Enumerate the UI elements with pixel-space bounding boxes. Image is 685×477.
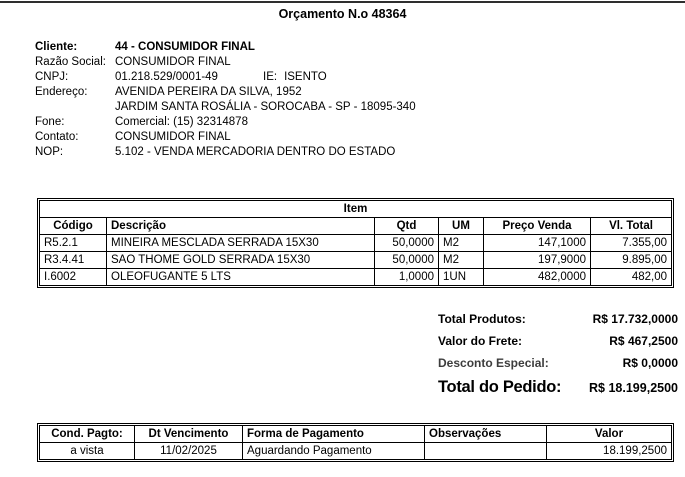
item-preco-venda: 147,1000: [483, 234, 591, 252]
info-row-cliente: Cliente: 44 - CONSUMIDOR FINAL: [35, 40, 416, 55]
items-table: Item Código Descrição Qtd UM Preço Venda…: [37, 198, 674, 288]
col-header-codigo: Código: [39, 217, 107, 235]
totals-section: Total Produtos: R$ 17.732,0000 Valor do …: [438, 312, 678, 405]
ie-label: IE:: [263, 71, 278, 83]
payment-valor: 18.199,2500: [546, 442, 672, 460]
endereco-value-line1: AVENIDA PEREIRA DA SILVA, 1952: [115, 86, 302, 98]
valor-frete-row: Valor do Frete: R$ 467,2500: [438, 334, 678, 348]
total-pedido-value: R$ 18.199,2500: [589, 381, 678, 395]
valor-frete-value: R$ 467,2500: [609, 334, 678, 348]
item-um: 1UN: [438, 268, 484, 286]
item-descricao: OLEOFUGANTE 5 LTS: [106, 268, 375, 286]
item-preco-venda: 197,9000: [483, 251, 591, 269]
top-divider: [0, 1, 685, 3]
item-vl-total: 9.895,00: [590, 251, 672, 269]
item-qtd: 50,0000: [374, 234, 439, 252]
payment-cond-pagto: a vista: [39, 442, 135, 460]
cliente-value: 44 - CONSUMIDOR FINAL: [115, 41, 255, 53]
endereco-value-line2: JARDIM SANTA ROSÁLIA - SOROCABA - SP - 1…: [115, 101, 416, 113]
items-header-row: Código Descrição Qtd UM Preço Venda Vl. …: [39, 217, 672, 235]
total-pedido-row: Total do Pedido: R$ 18.199,2500: [438, 378, 678, 397]
item-descricao: SAO THOME GOLD SERRADA 15X30: [106, 251, 375, 269]
ie-value: ISENTO: [284, 71, 327, 83]
client-info-section: Cliente: 44 - CONSUMIDOR FINAL Razão Soc…: [35, 40, 416, 160]
desconto-especial-value: R$ 0,0000: [622, 356, 678, 370]
contato-value: CONSUMIDOR FINAL: [115, 131, 231, 143]
endereco-label-spacer: [35, 100, 115, 115]
info-row-cnpj: CNPJ: 01.218.529/0001-49 IE: ISENTO: [35, 70, 416, 85]
item-descricao: MINEIRA MESCLADA SERRADA 15X30: [106, 234, 375, 252]
col-header-dt-vencimento: Dt Vencimento: [134, 425, 243, 443]
items-group-header-row: Item: [39, 200, 672, 218]
col-header-descricao: Descrição: [106, 217, 375, 235]
item-codigo: R5.2.1: [39, 234, 107, 252]
item-um: M2: [438, 234, 484, 252]
endereco-label: Endereço:: [35, 86, 88, 98]
table-row: a vista 11/02/2025 Aguardando Pagamento …: [39, 442, 672, 460]
col-header-um: UM: [438, 217, 484, 235]
cnpj-ie-value: 01.218.529/0001-49 IE: ISENTO: [115, 70, 327, 85]
total-pedido-label: Total do Pedido:: [438, 378, 562, 396]
contato-label: Contato:: [35, 131, 79, 143]
total-produtos-value: R$ 17.732,0000: [592, 312, 678, 326]
payment-header-row: Cond. Pagto: Dt Vencimento Forma de Paga…: [39, 425, 672, 443]
col-header-preco-venda: Preço Venda: [483, 217, 591, 235]
cnpj-value: 01.218.529/0001-49: [115, 71, 218, 83]
page-title: Orçamento N.o 48364: [278, 7, 407, 21]
total-produtos-row: Total Produtos: R$ 17.732,0000: [438, 312, 678, 326]
items-group-header: Item: [39, 200, 672, 218]
col-header-valor: Valor: [546, 425, 672, 443]
item-um: M2: [438, 251, 484, 269]
item-vl-total: 482,00: [590, 268, 672, 286]
table-row: I.6002 OLEOFUGANTE 5 LTS 1,0000 1UN 482,…: [39, 268, 672, 286]
cliente-label: Cliente:: [35, 41, 78, 53]
total-produtos-label: Total Produtos:: [438, 312, 526, 326]
cnpj-label: CNPJ:: [35, 71, 69, 83]
nop-value: 5.102 - VENDA MERCADORIA DENTRO DO ESTAD…: [115, 146, 396, 158]
item-qtd: 1,0000: [374, 268, 439, 286]
payment-forma-pagamento: Aguardando Pagamento: [242, 442, 425, 460]
info-row-endereco: Endereço: AVENIDA PEREIRA DA SILVA, 1952: [35, 85, 416, 100]
info-row-razao-social: Razão Social: CONSUMIDOR FINAL: [35, 55, 416, 70]
valor-frete-label: Valor do Frete:: [438, 334, 523, 348]
info-row-contato: Contato: CONSUMIDOR FINAL: [35, 130, 416, 145]
item-codigo: R3.4.41: [39, 251, 107, 269]
nop-label: NOP:: [35, 146, 64, 158]
item-preco-venda: 482,0000: [483, 268, 591, 286]
table-row: R3.4.41 SAO THOME GOLD SERRADA 15X30 50,…: [39, 251, 672, 269]
fone-label: Fone:: [35, 116, 65, 128]
col-header-forma-pagamento: Forma de Pagamento: [242, 425, 425, 443]
payment-observacoes: [424, 442, 547, 460]
info-row-fone: Fone: Comercial: (15) 32314878: [35, 115, 416, 130]
info-row-nop: NOP: 5.102 - VENDA MERCADORIA DENTRO DO …: [35, 145, 416, 160]
item-codigo: I.6002: [39, 268, 107, 286]
payment-dt-vencimento: 11/02/2025: [134, 442, 243, 460]
info-row-endereco-2: JARDIM SANTA ROSÁLIA - SOROCABA - SP - 1…: [35, 100, 416, 115]
desconto-especial-row: Desconto Especial: R$ 0,0000: [438, 356, 678, 370]
table-row: R5.2.1 MINEIRA MESCLADA SERRADA 15X30 50…: [39, 234, 672, 252]
col-header-vl-total: Vl. Total: [590, 217, 672, 235]
col-header-observacoes: Observações: [424, 425, 547, 443]
razao-social-value: CONSUMIDOR FINAL: [115, 56, 231, 68]
item-vl-total: 7.355,00: [590, 234, 672, 252]
col-header-cond-pagto: Cond. Pagto:: [39, 425, 135, 443]
razao-social-label: Razão Social:: [35, 56, 106, 68]
desconto-especial-label: Desconto Especial:: [438, 356, 549, 370]
payment-table: Cond. Pagto: Dt Vencimento Forma de Paga…: [37, 423, 674, 462]
fone-value: Comercial: (15) 32314878: [115, 116, 248, 128]
col-header-qtd: Qtd: [374, 217, 439, 235]
item-qtd: 50,0000: [374, 251, 439, 269]
